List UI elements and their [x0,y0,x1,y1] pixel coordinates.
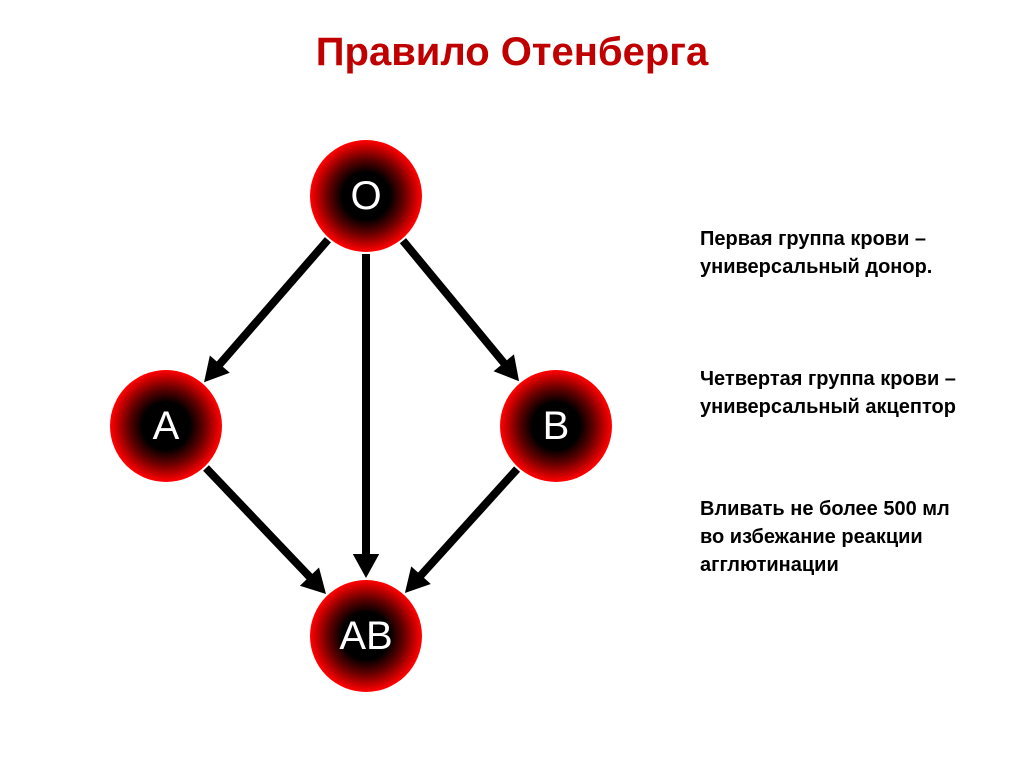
annotation-limit: Вливать не более 500 млво избежание реак… [700,495,950,579]
annotation-limit-line: во избежание реакции [700,523,950,551]
edge-O-A [217,240,328,368]
annotation-donor-line: универсальный донор. [700,253,932,281]
arrowhead-O-B [494,354,519,381]
blood-cell-label-B: B [543,404,570,449]
annotation-donor: Первая группа крови –универсальный донор… [700,225,932,281]
edge-B-AB [418,469,517,579]
blood-cell-B: B [500,370,612,482]
annotation-acceptor-line: универсальный акцептор [700,393,956,421]
annotation-limit-line: Вливать не более 500 мл [700,495,950,523]
arrowhead-B-AB [405,566,431,593]
blood-cell-O: O [310,140,422,252]
edge-A-AB [206,468,313,580]
blood-cell-label-A: A [153,404,180,449]
annotation-donor-line: Первая группа крови – [700,225,932,253]
annotation-acceptor-line: Четвертая группа крови – [700,365,956,393]
blood-cell-A: A [110,370,222,482]
blood-cell-AB: AB [310,580,422,692]
blood-cell-label-AB: AB [339,614,392,659]
arrowhead-A-AB [300,568,326,594]
edge-O-B [403,241,507,367]
annotation-acceptor: Четвертая группа крови –универсальный ак… [700,365,956,421]
annotation-limit-line: агглютинации [700,551,950,579]
diagram-title: Правило Отенберга [0,30,1024,75]
arrowhead-O-AB [353,554,379,578]
blood-cell-label-O: O [350,174,381,219]
arrowhead-O-A [204,355,230,382]
